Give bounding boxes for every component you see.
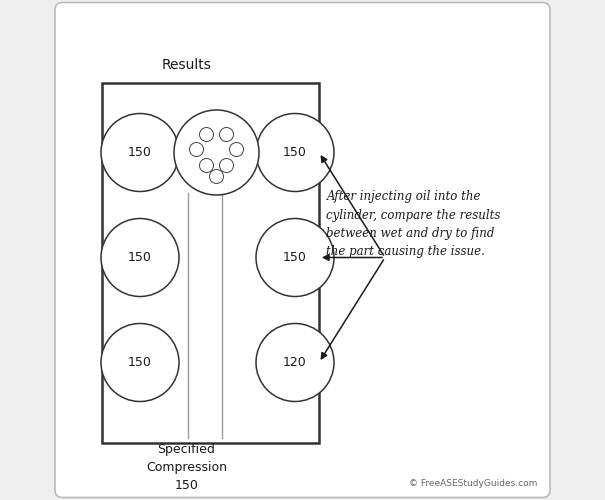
Text: 150: 150 xyxy=(128,146,152,159)
Text: After injecting oil into the
cylinder, compare the results
between wet and dry t: After injecting oil into the cylinder, c… xyxy=(327,190,501,258)
Text: 150: 150 xyxy=(128,356,152,369)
Circle shape xyxy=(200,128,214,141)
Text: © FreeASEStudyGuides.com: © FreeASEStudyGuides.com xyxy=(409,478,537,488)
Circle shape xyxy=(101,114,179,192)
Circle shape xyxy=(174,110,259,195)
Text: Results: Results xyxy=(162,58,211,72)
Text: 150: 150 xyxy=(128,251,152,264)
FancyBboxPatch shape xyxy=(55,2,550,498)
Circle shape xyxy=(189,142,203,156)
Bar xyxy=(102,82,319,442)
Circle shape xyxy=(220,128,234,141)
Text: 150: 150 xyxy=(283,251,307,264)
Circle shape xyxy=(220,158,234,172)
Circle shape xyxy=(256,114,334,192)
Circle shape xyxy=(209,170,223,183)
Circle shape xyxy=(200,158,214,172)
Circle shape xyxy=(256,218,334,296)
Circle shape xyxy=(101,218,179,296)
Text: Specified
Compression
150: Specified Compression 150 xyxy=(146,443,227,492)
Circle shape xyxy=(229,142,243,156)
Text: 120: 120 xyxy=(283,356,307,369)
Text: 150: 150 xyxy=(283,146,307,159)
Circle shape xyxy=(256,324,334,402)
Circle shape xyxy=(101,324,179,402)
